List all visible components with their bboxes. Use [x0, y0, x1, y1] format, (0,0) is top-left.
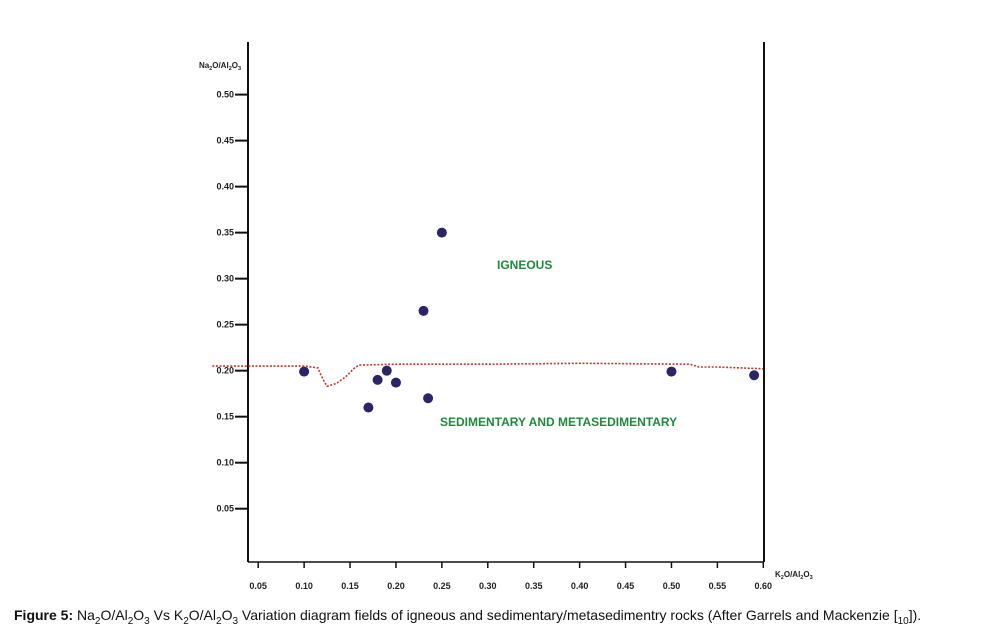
y-tick-label: 0.10	[216, 458, 234, 468]
data-point	[299, 366, 310, 377]
x-tick-label: 0.30	[479, 581, 497, 591]
y-tick-label: 0.20	[216, 366, 234, 376]
x-tick-label: 0.20	[387, 581, 405, 591]
data-point	[418, 305, 429, 316]
x-tick-label: 0.45	[617, 581, 635, 591]
x-tick-label: 0.25	[433, 581, 451, 591]
data-point	[372, 374, 383, 385]
x-tick-label: 0.35	[525, 581, 543, 591]
data-point	[390, 377, 401, 388]
data-point	[381, 365, 392, 376]
y-tick-label: 0.25	[216, 320, 234, 330]
data-point	[666, 366, 677, 377]
sedimentary-field-label: SEDIMENTARY AND METASEDIMENTARY	[440, 415, 677, 429]
y-tick-label: 0.35	[216, 228, 234, 238]
x-axis-title: K2O/Al2O3	[775, 570, 813, 581]
y-axis-title: Na2O/Al2O3	[199, 61, 241, 72]
y-tick-label: 0.50	[216, 90, 234, 100]
x-tick-label: 0.50	[663, 581, 681, 591]
caption-prefix: Figure 5:	[14, 607, 74, 623]
x-tick-label: 0.10	[295, 581, 313, 591]
y-tick-label: 0.45	[216, 136, 234, 146]
data-point	[423, 393, 434, 404]
x-tick-label: 0.15	[341, 581, 359, 591]
x-tick-label: 0.40	[571, 581, 589, 591]
caption-text: Na2O/Al2O3 Vs K2O/Al2O3 Variation diagra…	[77, 607, 922, 627]
y-tick-label: 0.30	[216, 274, 234, 284]
figure-caption: Figure 5: Na2O/Al2O3 Vs K2O/Al2O3 Variat…	[14, 607, 1004, 627]
y-tick-label: 0.15	[216, 412, 234, 422]
igneous-field-label: IGNEOUS	[497, 258, 552, 272]
field-boundary-line	[212, 362, 764, 388]
x-tick-label: 0.55	[709, 581, 727, 591]
x-tick-label: 0.05	[249, 581, 267, 591]
y-tick-label: 0.05	[216, 504, 234, 514]
x-tick-label: 0.60	[755, 581, 773, 591]
y-tick-label: 0.40	[216, 182, 234, 192]
data-point	[363, 402, 374, 413]
data-point	[749, 370, 760, 381]
scatter-chart: 0.05 0.10 0.15 0.20 0.25 0.30 0.35 0.40 0.45 0.50…	[199, 42, 813, 591]
data-point	[436, 227, 447, 238]
